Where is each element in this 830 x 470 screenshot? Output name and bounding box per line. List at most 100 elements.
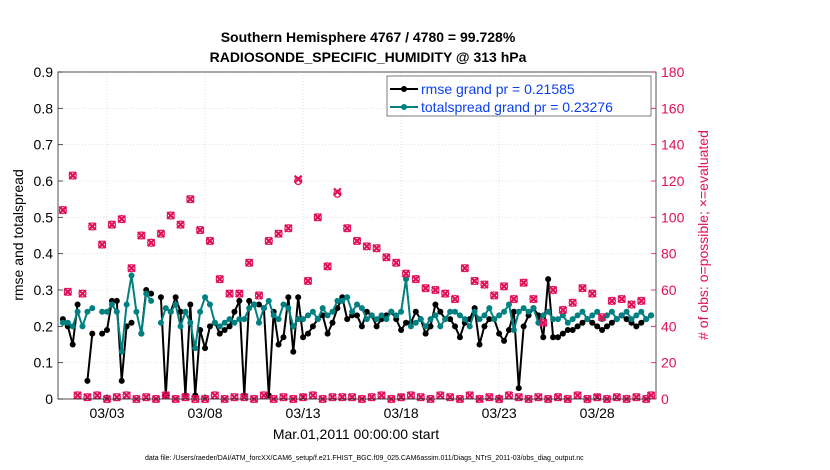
obs-possible-point xyxy=(362,242,371,251)
rmse-point xyxy=(275,341,282,348)
rmse-point xyxy=(280,334,287,341)
y-tick-label-right: 180 xyxy=(661,64,685,80)
rmse-point xyxy=(246,297,253,304)
obs-possible-point xyxy=(166,211,175,220)
obs-evaluated-point xyxy=(568,298,577,307)
totalspread-point xyxy=(452,308,459,315)
totalspread-point xyxy=(510,326,517,333)
obs-possible-point xyxy=(205,236,215,246)
obs-evaluated-point xyxy=(68,171,77,180)
obs-evaluated-point xyxy=(239,392,249,402)
obs-possible-point xyxy=(411,275,420,284)
totalspread-point xyxy=(104,308,111,315)
rmse-point xyxy=(329,319,336,326)
y-tick-label-right: 40 xyxy=(661,318,677,334)
obs-possible-point xyxy=(431,285,440,295)
totalspread-point xyxy=(251,301,258,308)
rmse-point xyxy=(476,341,483,348)
obs-evaluated-point xyxy=(431,285,440,295)
totalspread-point xyxy=(344,294,351,301)
obs-evaluated-point xyxy=(156,229,166,238)
obs-evaluated-point xyxy=(529,294,538,304)
obs-evaluated-point xyxy=(573,391,582,400)
rmse-point xyxy=(206,323,213,330)
totalspread-point xyxy=(138,330,145,337)
obs-possible-point xyxy=(137,231,146,240)
totalspread-point xyxy=(172,301,179,308)
obs-possible-point xyxy=(147,238,156,247)
totalspread-point xyxy=(329,308,336,315)
y-tick-label-right: 20 xyxy=(661,355,677,371)
totalspread-point xyxy=(197,308,204,315)
totalspread-point xyxy=(128,272,135,279)
obs-possible-point xyxy=(323,262,332,271)
obs-evaluated-point xyxy=(215,274,225,284)
obs-possible-point xyxy=(127,264,136,273)
obs-possible-point xyxy=(539,318,548,327)
totalspread-point xyxy=(216,323,223,330)
obs-evaluated-point xyxy=(205,236,215,246)
totalspread-point xyxy=(486,305,493,312)
rmse-point xyxy=(603,323,610,330)
obs-possible-point xyxy=(313,213,322,222)
obs-possible-point xyxy=(225,289,234,298)
totalspread-point xyxy=(427,316,434,323)
totalspread-point xyxy=(99,308,106,315)
obs-evaluated-point xyxy=(436,391,445,400)
rmse-point xyxy=(623,316,630,323)
y-tick-label-right: 80 xyxy=(661,246,677,262)
obs-possible-point xyxy=(637,296,646,305)
rmse-point xyxy=(324,330,331,337)
obs-evaluated-point xyxy=(279,392,288,402)
totalspread-point xyxy=(545,308,552,315)
obs-possible-point xyxy=(328,393,337,402)
rmse-point xyxy=(236,297,243,304)
obs-evaluated-point xyxy=(127,263,136,273)
rmse-line xyxy=(86,333,94,381)
obs-evaluated-point xyxy=(470,276,479,286)
totalspread-point xyxy=(324,312,331,319)
obs-possible-point xyxy=(446,393,455,402)
y-tick-label-right: 140 xyxy=(661,137,685,153)
obs-evaluated-point xyxy=(195,225,205,235)
totalspread-point xyxy=(550,316,557,323)
obs-evaluated-point xyxy=(342,223,352,233)
y-tick-label-left: 0.9 xyxy=(34,64,54,80)
obs-evaluated-point xyxy=(612,392,622,402)
legend: rmse grand pr = 0.21585 totalspread gran… xyxy=(386,75,652,117)
totalspread-point xyxy=(608,308,615,315)
obs-possible-point xyxy=(352,236,362,246)
totalspread-point xyxy=(559,312,566,319)
obs-possible-point xyxy=(553,393,563,402)
totalspread-point xyxy=(501,308,508,315)
x-tick-label: 03/28 xyxy=(580,405,615,421)
obs-possible-point xyxy=(98,240,107,249)
y-tick-label-left: 0 xyxy=(45,391,53,407)
totalspread-point xyxy=(334,297,341,304)
rmse-point xyxy=(309,323,316,330)
chart-title-line1: Southern Hemisphere 4767 / 4780 = 99.728… xyxy=(221,29,516,45)
rmse-point xyxy=(177,308,184,315)
rmse-point xyxy=(304,330,311,337)
totalspread-point xyxy=(525,308,532,315)
rmse-point xyxy=(633,323,640,330)
obs-possible-point xyxy=(372,244,381,253)
totalspread-point xyxy=(378,312,385,319)
obs-evaluated-point xyxy=(225,289,234,298)
obs-evaluated-point xyxy=(308,391,318,400)
totalspread-point xyxy=(491,316,498,323)
rmse-point xyxy=(403,319,410,326)
rmse-point xyxy=(255,301,262,308)
rmse-point xyxy=(594,323,601,330)
obs-evaluated-point xyxy=(646,391,656,400)
rmse-point xyxy=(412,308,419,315)
obs-possible-point xyxy=(142,393,151,402)
grid xyxy=(58,71,656,400)
rmse-point xyxy=(373,323,380,330)
obs-possible-point xyxy=(294,176,303,186)
totalspread-point xyxy=(339,297,346,304)
obs-possible-point xyxy=(78,289,87,298)
totalspread-point xyxy=(59,319,66,326)
totalspread-point xyxy=(304,312,311,319)
obs-possible-point xyxy=(88,222,97,231)
